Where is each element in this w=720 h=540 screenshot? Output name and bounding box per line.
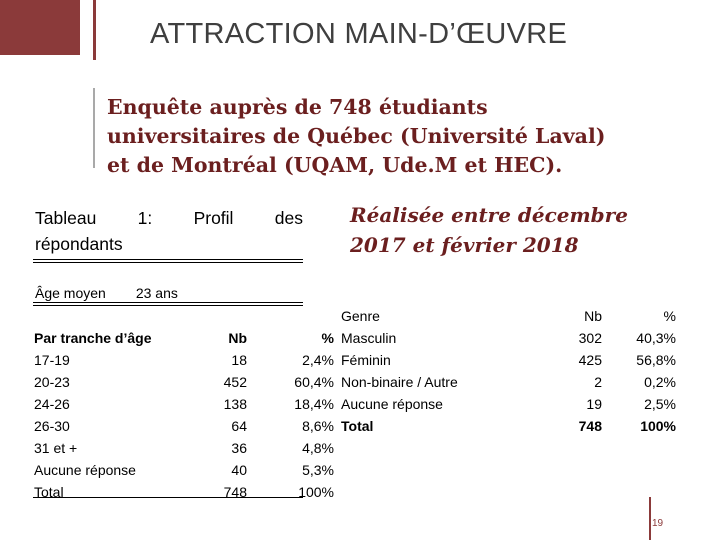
table-row: Aucune réponse 19 2,5% bbox=[341, 393, 676, 415]
survey-period-note: Réalisée entre décembre 2017 et février … bbox=[350, 200, 628, 260]
table-cell: 64 bbox=[231, 418, 247, 434]
table-cell: Féminin bbox=[341, 352, 391, 368]
age-table: Par tranche d’âge Nb % 17-19 18 2,4% 20-… bbox=[34, 327, 334, 503]
table-cell: 748 bbox=[223, 484, 247, 500]
table-row: Masculin 302 40,3% bbox=[341, 327, 676, 349]
header-cell: % bbox=[663, 308, 676, 324]
page-number: 19 bbox=[652, 518, 664, 529]
table-header-row: Par tranche d’âge Nb % bbox=[34, 327, 334, 349]
table-row: 20-23 452 60,4% bbox=[34, 371, 334, 393]
table-cell: 31 et + bbox=[34, 440, 78, 456]
table-cell: 100% bbox=[640, 418, 676, 434]
subtitle-line: universitaires de Québec (Université Lav… bbox=[107, 124, 606, 148]
table-cell: 452 bbox=[223, 374, 247, 390]
average-age-label: Âge moyen bbox=[35, 285, 106, 301]
table-cell: 100% bbox=[298, 484, 334, 500]
average-age-row: Âge moyen 23 ans bbox=[35, 285, 178, 301]
header-cell: Nb bbox=[584, 308, 602, 324]
table-row: 24-26 138 18,4% bbox=[34, 393, 334, 415]
gender-table: Genre Nb % Masculin 302 40,3% Féminin 42… bbox=[341, 305, 676, 437]
table-row: Féminin 425 56,8% bbox=[341, 349, 676, 371]
corner-accent-block bbox=[0, 0, 80, 55]
table-cell: 17-19 bbox=[34, 352, 70, 368]
page-number-divider bbox=[649, 497, 651, 540]
table1-title-word: 1: bbox=[137, 208, 153, 228]
table-row: Total 748 100% bbox=[341, 415, 676, 437]
table1-mid-rule bbox=[33, 302, 303, 306]
table-cell: 40,3% bbox=[636, 330, 676, 346]
table-cell: 425 bbox=[578, 352, 602, 368]
table-cell: 2,4% bbox=[302, 352, 334, 368]
table-cell: Non-binaire / Autre bbox=[341, 374, 458, 390]
table-cell: 20-23 bbox=[34, 374, 70, 390]
subtitle-line: Enquête auprès de 748 étudiants bbox=[107, 95, 488, 119]
table-row: 31 et + 36 4,8% bbox=[34, 437, 334, 459]
table-cell: 748 bbox=[578, 418, 602, 434]
table1-bottom-rule bbox=[33, 497, 303, 498]
header-cell: Par tranche d’âge bbox=[34, 330, 152, 346]
title-divider-line bbox=[93, 0, 96, 60]
table-cell: 0,2% bbox=[644, 374, 676, 390]
table-row: Aucune réponse 40 5,3% bbox=[34, 459, 334, 481]
table-cell: Total bbox=[34, 484, 64, 500]
table-cell: 302 bbox=[578, 330, 602, 346]
table-cell: 26-30 bbox=[34, 418, 70, 434]
table-cell: 60,4% bbox=[294, 374, 334, 390]
table-cell: Aucune réponse bbox=[34, 462, 136, 478]
table-cell: 19 bbox=[586, 396, 602, 412]
header-cell: Nb bbox=[228, 330, 247, 346]
table-cell: Masculin bbox=[341, 330, 397, 346]
header-cell: Genre bbox=[341, 308, 380, 324]
table-row: Total 748 100% bbox=[34, 481, 334, 503]
table-cell: 4,8% bbox=[302, 440, 334, 456]
table-cell: 18 bbox=[231, 352, 247, 368]
table-cell: 36 bbox=[231, 440, 247, 456]
table-cell: 18,4% bbox=[294, 396, 334, 412]
survey-subtitle: Enquête auprès de 748 étudiants universi… bbox=[107, 93, 667, 180]
subtitle-divider-line bbox=[93, 88, 95, 168]
table1-title: Tableau 1: Profil des répondants bbox=[35, 205, 303, 257]
survey-period-line: 2017 et février 2018 bbox=[350, 233, 579, 257]
table-cell: Aucune réponse bbox=[341, 396, 443, 412]
table1-title-line2: répondants bbox=[35, 234, 123, 254]
table-row: 17-19 18 2,4% bbox=[34, 349, 334, 371]
table-row: 26-30 64 8,6% bbox=[34, 415, 334, 437]
slide-title: ATTRACTION MAIN-D’ŒUVRE bbox=[150, 18, 568, 50]
header-cell: % bbox=[321, 330, 334, 346]
survey-period-line: Réalisée entre décembre bbox=[350, 203, 628, 227]
table1-title-word: Tableau bbox=[35, 208, 97, 228]
table1-title-word: des bbox=[274, 208, 303, 228]
table-header-row: Genre Nb % bbox=[341, 305, 676, 327]
table-cell: 138 bbox=[223, 396, 247, 412]
average-age-value: 23 ans bbox=[135, 285, 178, 301]
subtitle-line: et de Montréal (UQAM, Ude.M et HEC). bbox=[107, 153, 563, 177]
table-cell: 40 bbox=[231, 462, 247, 478]
table-cell: 2 bbox=[594, 374, 602, 390]
table-cell: 2,5% bbox=[644, 396, 676, 412]
table-row: Non-binaire / Autre 2 0,2% bbox=[341, 371, 676, 393]
table-cell: 24-26 bbox=[34, 396, 70, 412]
table-cell: 8,6% bbox=[302, 418, 334, 434]
table-cell: 56,8% bbox=[636, 352, 676, 368]
table1-title-word: Profil bbox=[193, 208, 234, 228]
table-cell: 5,3% bbox=[302, 462, 334, 478]
table1-top-rule bbox=[33, 259, 303, 263]
table-cell: Total bbox=[341, 418, 374, 434]
